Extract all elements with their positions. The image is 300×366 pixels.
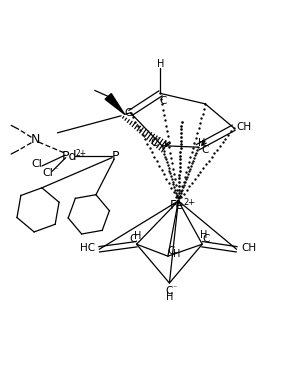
Text: Pd: Pd xyxy=(61,150,77,163)
Text: P: P xyxy=(112,150,119,163)
Text: 2+: 2+ xyxy=(184,198,196,207)
Text: CH: CH xyxy=(236,122,251,132)
Text: ⁻: ⁻ xyxy=(172,283,177,292)
Text: C: C xyxy=(129,234,137,244)
Text: Cl: Cl xyxy=(43,168,54,178)
Text: C: C xyxy=(124,108,132,119)
Text: C: C xyxy=(202,234,209,244)
Text: C: C xyxy=(150,138,157,148)
Text: C: C xyxy=(168,246,175,256)
Text: H: H xyxy=(166,292,173,302)
Text: 2+: 2+ xyxy=(75,149,86,158)
Text: Fe: Fe xyxy=(170,199,184,212)
Text: H: H xyxy=(198,138,205,148)
Text: HC: HC xyxy=(80,243,95,253)
Text: H: H xyxy=(157,59,164,68)
Text: C: C xyxy=(165,285,172,295)
Text: ⁻: ⁻ xyxy=(54,165,58,174)
Text: CH: CH xyxy=(241,243,256,253)
Text: C: C xyxy=(202,145,209,154)
Text: C: C xyxy=(159,96,167,106)
Text: ⁻: ⁻ xyxy=(157,135,161,143)
Text: H: H xyxy=(134,231,142,241)
Text: H: H xyxy=(200,230,207,240)
Text: H: H xyxy=(173,249,181,259)
Text: Cl: Cl xyxy=(31,158,42,169)
Text: N: N xyxy=(30,133,40,146)
Polygon shape xyxy=(105,94,124,114)
